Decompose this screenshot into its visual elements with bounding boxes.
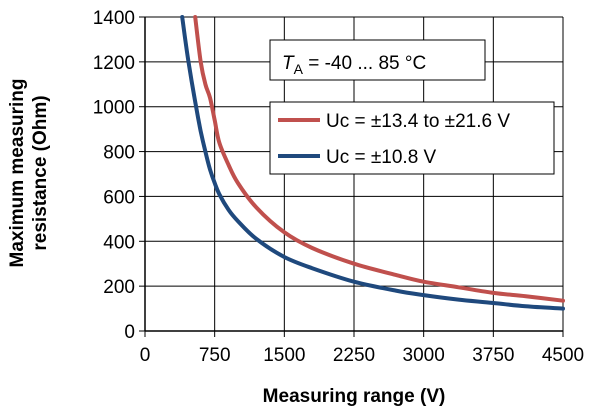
y-axis-title-line-2: resistance (Ohm) xyxy=(30,95,51,250)
temperature-annotation: TA = -40 ... 85 °C xyxy=(269,39,486,81)
legend-box xyxy=(269,101,555,175)
y-tick-label: 600 xyxy=(103,187,135,208)
y-tick-label: 0 xyxy=(124,322,135,343)
x-tick-labels: 0 750 1500 2250 3000 3750 4500 xyxy=(140,345,584,366)
y-tick-label: 400 xyxy=(103,232,135,253)
x-tick-label: 1500 xyxy=(263,345,305,366)
y-tick-labels: 0 200 400 600 800 1000 1200 1400 xyxy=(93,8,135,343)
y-axis-title-line-1: Maximum measuring xyxy=(7,79,28,268)
series-layer xyxy=(180,15,565,311)
x-tick-label: 3750 xyxy=(472,345,514,366)
legend: Uc = ±13.4 to ±21.6 V Uc = ±10.8 V xyxy=(269,101,555,175)
annotation-text: TA = -40 ... 85 °C xyxy=(282,53,426,77)
annotation-box xyxy=(269,39,486,81)
annotation-subscript: A xyxy=(294,61,304,77)
y-tick-label: 800 xyxy=(103,143,135,164)
series-line-2 xyxy=(180,15,565,311)
y-tick-label: 1000 xyxy=(93,98,135,119)
annotation-range: = -40 ... 85 °C xyxy=(303,53,426,74)
y-tick-label: 1200 xyxy=(93,53,135,74)
legend-label-series-2: Uc = ±10.8 V xyxy=(326,147,437,168)
y-tick-label: 1400 xyxy=(93,8,135,29)
axes xyxy=(139,16,564,337)
legend-label-series-1: Uc = ±13.4 to ±21.6 V xyxy=(326,111,510,132)
x-tick-label: 0 xyxy=(140,345,151,366)
y-tick-label: 200 xyxy=(103,277,135,298)
x-tick-label: 2250 xyxy=(333,345,375,366)
x-tick-label: 4500 xyxy=(542,345,584,366)
x-tick-label: 750 xyxy=(199,345,231,366)
annotation-symbol: T xyxy=(282,53,295,74)
x-tick-label: 3000 xyxy=(403,345,445,366)
x-axis-title: Measuring range (V) xyxy=(263,386,446,407)
series-line-1 xyxy=(193,15,565,303)
